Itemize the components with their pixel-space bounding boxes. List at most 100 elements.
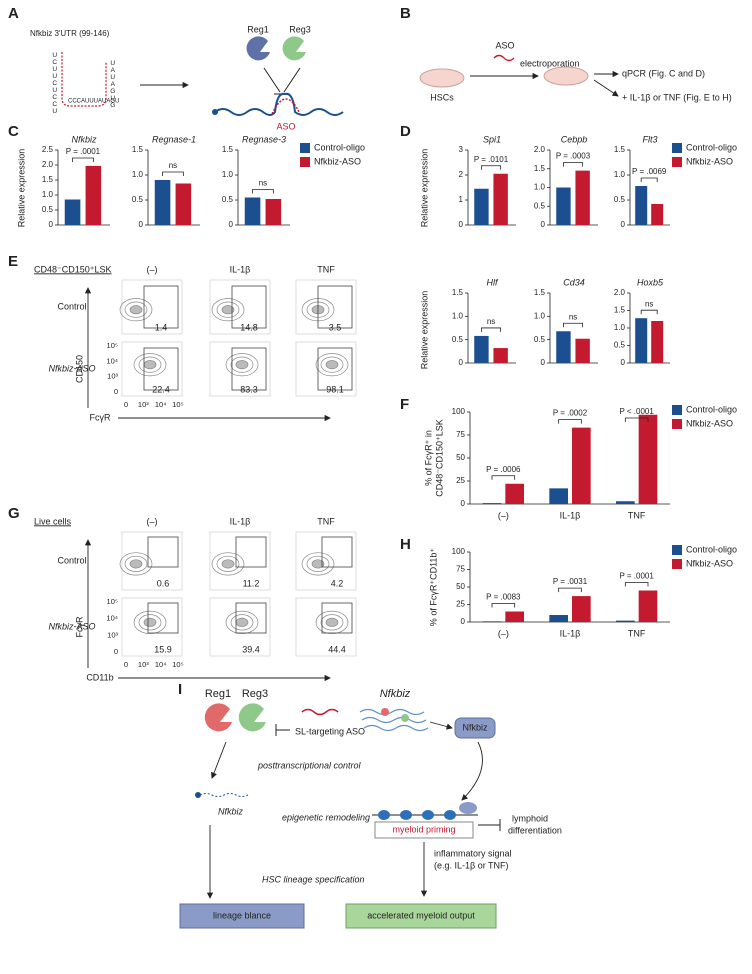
contour xyxy=(211,552,245,576)
y-tick-label: 10⁵ xyxy=(107,341,118,350)
annotation: P = .0003 xyxy=(556,152,591,161)
bracket xyxy=(563,322,584,328)
bar xyxy=(575,170,590,225)
contour xyxy=(143,360,157,370)
balance-label: lineage blance xyxy=(213,910,271,920)
chart-title: Hoxb5 xyxy=(637,277,664,287)
mrna-label: Nfkbiz xyxy=(218,806,244,816)
x-tick-label: 10⁴ xyxy=(155,400,167,409)
reg1-icon xyxy=(204,703,232,732)
reg3-icon xyxy=(238,703,266,732)
y-tick-label: 0.5 xyxy=(452,335,464,344)
mrna xyxy=(199,793,249,797)
reg3-label: Reg3 xyxy=(289,24,311,34)
x-axis-label: CD11b xyxy=(86,672,113,682)
y-tick-label: 1.5 xyxy=(42,175,54,184)
y-tick-label: 0 xyxy=(229,220,234,229)
output-qpcr: qPCR (Fig. C and D) xyxy=(622,68,705,78)
y-tick-label: 2.0 xyxy=(42,160,54,169)
row-label: Control xyxy=(57,555,86,565)
bar xyxy=(482,621,502,622)
row-label: Control xyxy=(57,301,86,311)
legend-swatch xyxy=(672,559,682,569)
nucleosomes xyxy=(378,802,477,820)
y-tick-label: 1.0 xyxy=(452,311,464,320)
contour xyxy=(235,617,249,627)
y-axis-label: % of FcγR⁺CD11b⁺ xyxy=(428,548,438,627)
chart-title: Cebpb xyxy=(561,134,588,144)
gate-percentage: 83.3 xyxy=(240,384,258,394)
chart-title: Spi1 xyxy=(483,134,501,144)
y-tick-label: 0 xyxy=(139,220,144,229)
y-tick-label: 1.0 xyxy=(42,190,54,199)
plot-frame xyxy=(209,531,271,591)
legend-swatch xyxy=(672,157,682,167)
annotation: P = .0001 xyxy=(620,572,655,581)
y-tick-label: 75 xyxy=(456,430,465,439)
column-label: TNF xyxy=(317,264,335,274)
y-axis-label: Relative expression xyxy=(419,149,429,228)
y-axis-label: CD150 xyxy=(74,355,84,383)
contour xyxy=(138,356,162,373)
bar xyxy=(474,335,489,363)
bar xyxy=(549,488,568,504)
annotation: P = .0002 xyxy=(553,409,588,418)
x-tick-label: 10³ xyxy=(138,660,149,669)
y-tick-label: 0 xyxy=(114,647,118,656)
y-tick-label: 0.5 xyxy=(42,205,54,214)
legend-swatch xyxy=(672,143,682,153)
panel-label: I xyxy=(178,681,182,698)
contour xyxy=(315,353,349,377)
contour xyxy=(133,610,167,634)
legend-label: Nfkbiz-ASO xyxy=(686,156,733,166)
gate xyxy=(317,285,353,329)
contour xyxy=(230,356,254,373)
y-tick-label: 0 xyxy=(541,220,546,229)
contour xyxy=(325,360,339,370)
annotation: P = .0101 xyxy=(474,155,509,164)
x-tick-label: 0 xyxy=(124,400,128,409)
arrow xyxy=(429,721,453,730)
chart-title: Cd34 xyxy=(563,277,585,287)
y-tick-label: 0 xyxy=(459,358,464,367)
gate xyxy=(321,602,353,634)
y-tick-label: 2.0 xyxy=(614,288,626,297)
bar xyxy=(572,427,591,504)
y-tick-label: 1.0 xyxy=(614,323,626,332)
contour xyxy=(129,559,143,569)
contour xyxy=(325,617,339,627)
mrna-cluster xyxy=(359,708,429,732)
priming-label: myeloid priming xyxy=(392,824,455,834)
bar xyxy=(493,173,508,225)
legend-label: Control-oligo xyxy=(686,142,737,152)
hairpin xyxy=(61,52,107,107)
bar xyxy=(651,204,664,225)
x-tick-label: TNF xyxy=(628,510,646,520)
column-label: IL-1β xyxy=(230,264,251,274)
post-label: posttranscriptional control xyxy=(257,760,362,770)
reg1-label: Reg1 xyxy=(205,688,231,700)
loop-seq: CCCAUUUAUAGU xyxy=(68,99,119,105)
panel-label: G xyxy=(8,505,20,522)
y-tick-label: 1.0 xyxy=(534,311,546,320)
bar xyxy=(175,183,192,225)
column-label: (–) xyxy=(147,516,158,526)
cap xyxy=(212,109,218,115)
annotation: ns xyxy=(487,317,495,326)
y-tick-label: 10³ xyxy=(107,630,118,639)
x-tick-label: IL-1β xyxy=(560,628,581,638)
bar xyxy=(154,180,171,225)
contour xyxy=(143,617,157,627)
x-axis-label: FcγR xyxy=(90,412,111,422)
y-tick-label: 10⁴ xyxy=(106,356,118,365)
contour xyxy=(225,610,259,634)
column-label: (–) xyxy=(147,264,158,274)
legend-label: Control-oligo xyxy=(686,544,737,554)
plot-frame xyxy=(121,531,183,591)
bar xyxy=(549,615,568,622)
bar xyxy=(616,620,635,622)
plot-frame xyxy=(295,279,357,335)
plot-frame xyxy=(209,279,271,335)
bar xyxy=(635,318,648,363)
